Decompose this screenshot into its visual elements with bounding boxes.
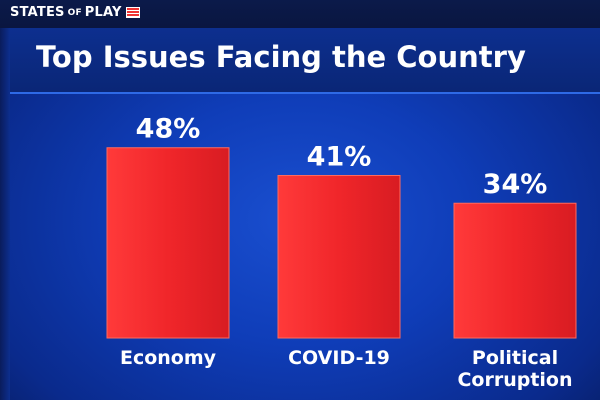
logo-word-states: STATES bbox=[10, 5, 65, 20]
logo-bar: STATES OF PLAY bbox=[0, 0, 600, 28]
bar-value-label-0: 48% bbox=[136, 114, 201, 145]
bar-2 bbox=[453, 202, 577, 339]
left-rail bbox=[0, 28, 10, 400]
flag-icon bbox=[125, 7, 140, 18]
show-logo: STATES OF PLAY bbox=[10, 5, 140, 20]
category-label-1-0: COVID-19 bbox=[288, 347, 390, 369]
bar-value-label-2: 34% bbox=[483, 169, 548, 200]
title-banner: Top Issues Facing the Country bbox=[10, 28, 600, 94]
bar-1 bbox=[277, 174, 401, 339]
chart-title: Top Issues Facing the Country bbox=[36, 40, 526, 74]
bar-value-label-1: 41% bbox=[307, 141, 372, 172]
category-label-2-0: Political bbox=[472, 347, 558, 369]
logo-word-of: OF bbox=[67, 7, 82, 18]
category-label-0-0: Economy bbox=[120, 347, 217, 369]
bar-0 bbox=[106, 147, 230, 339]
category-label-2-1: Corruption bbox=[457, 369, 572, 391]
logo-word-play: PLAY bbox=[84, 5, 122, 20]
